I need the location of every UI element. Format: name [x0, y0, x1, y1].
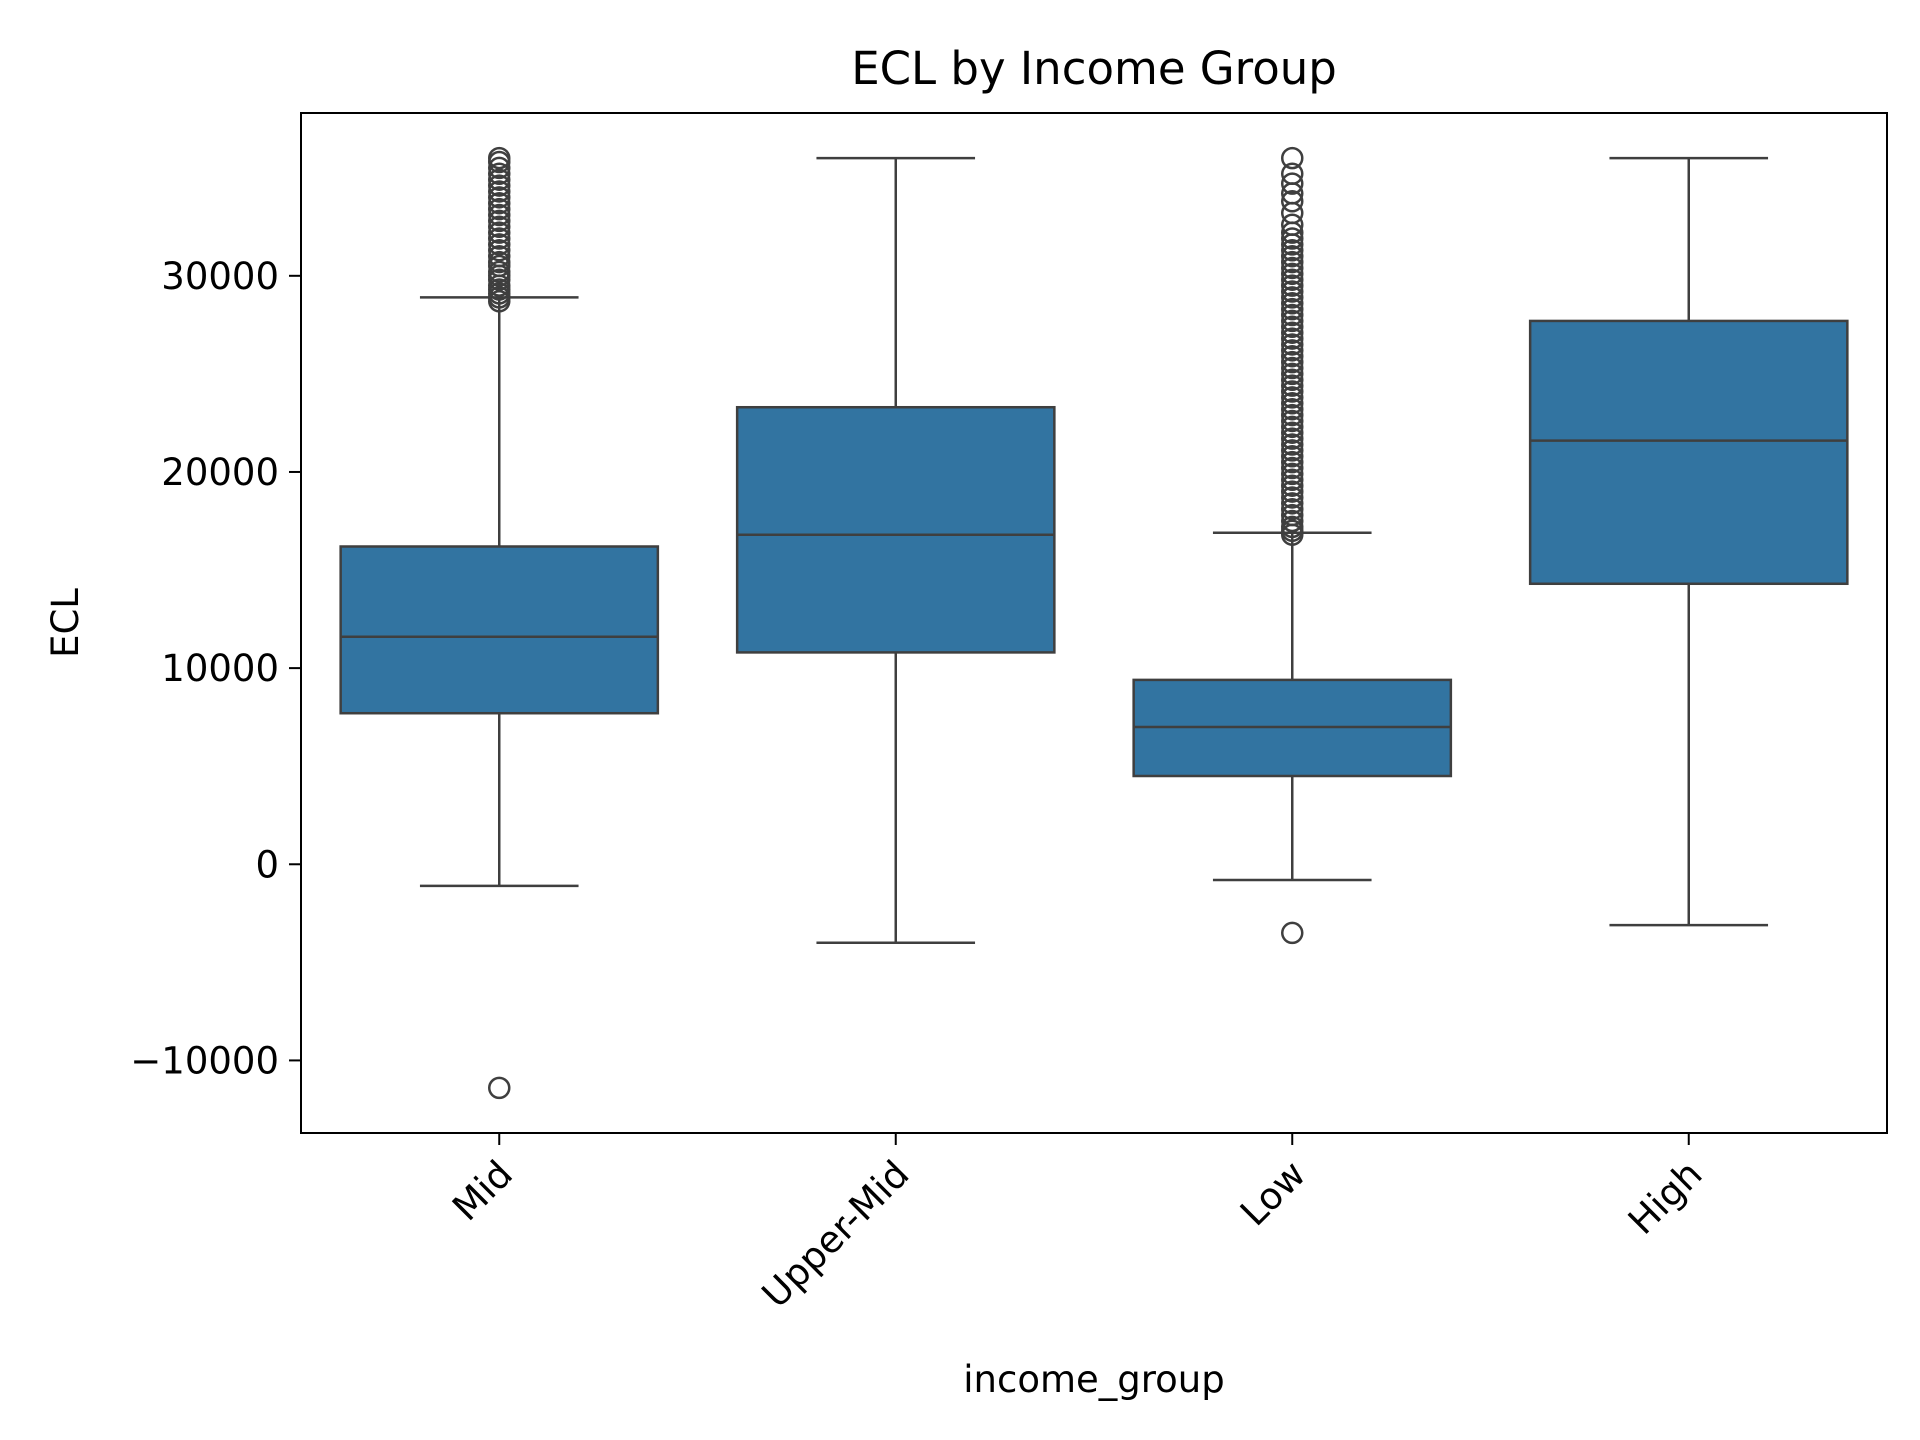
y-tick-label: 20000 [161, 451, 279, 494]
outlier-point [488, 180, 511, 203]
outlier-point [1281, 268, 1304, 291]
outlier-point [1281, 339, 1304, 362]
outlier-point [488, 227, 511, 250]
outlier-point [1281, 309, 1304, 333]
outlier-point [1281, 344, 1304, 368]
outlier-point [488, 186, 511, 209]
outlier-point [1281, 356, 1304, 380]
outlier-point [1281, 274, 1304, 297]
outlier-point [1281, 368, 1304, 392]
outlier-point [1281, 244, 1304, 268]
iqr-box [735, 405, 1056, 654]
outlier-point [1281, 433, 1304, 456]
y-axis: −10000 0 10000 20000 30000 [130, 255, 301, 1082]
outlier-point [1281, 462, 1304, 486]
y-tick-label: 0 [255, 843, 279, 886]
outlier-point [1281, 146, 1304, 170]
chart-title: ECL by Income Group [851, 42, 1337, 95]
outlier-point [1281, 474, 1304, 497]
plot-frame [300, 112, 1888, 1134]
outlier-point [1281, 333, 1304, 356]
outlier-point [1281, 380, 1304, 403]
outlier-point [1281, 427, 1304, 450]
outlier-point [488, 239, 511, 262]
outlier-point [1281, 415, 1304, 439]
outlier-point [488, 250, 511, 274]
box-group-high [1528, 156, 1849, 927]
outlier-point [1281, 439, 1304, 462]
outlier-point [1281, 303, 1304, 327]
outlier-point [1281, 250, 1304, 274]
outlier-point [1281, 280, 1304, 303]
outlier-point [1281, 190, 1304, 213]
x-axis-label: income_group [963, 1358, 1224, 1401]
outlier-point [1281, 315, 1304, 339]
iqr-box [1528, 319, 1849, 586]
outlier-point [1281, 292, 1304, 315]
outlier-point [1281, 450, 1304, 474]
outlier-point [1281, 492, 1304, 515]
outlier-point [488, 233, 511, 256]
outlier-point [488, 209, 511, 233]
outlier-point [488, 215, 511, 239]
outlier-point [488, 221, 511, 244]
outlier-point [1281, 162, 1304, 186]
outlier-point [488, 168, 511, 191]
box-group-mid [339, 146, 660, 1100]
outlier-point [488, 174, 511, 197]
outlier-point [1281, 239, 1304, 262]
outlier-point [488, 162, 511, 186]
outlier-point [1281, 227, 1304, 250]
outlier-point [1281, 172, 1304, 195]
outlier-point [1281, 213, 1304, 237]
outlier-point [1281, 486, 1304, 509]
plot-area [339, 146, 1849, 1100]
y-tick-label: 10000 [161, 647, 279, 690]
outlier-point [488, 203, 511, 227]
box-group-upper-mid [735, 156, 1056, 944]
y-tick-label: −10000 [130, 1039, 279, 1082]
outlier-point [1281, 374, 1304, 397]
iqr-box [339, 545, 660, 715]
outlier-point [1281, 256, 1304, 280]
outlier-point [1281, 403, 1304, 427]
outlier-point [1281, 350, 1304, 374]
outlier-point [1281, 262, 1304, 286]
outlier-point [1281, 362, 1304, 386]
outlier-point [488, 260, 511, 284]
outlier-point [1281, 921, 1304, 945]
outlier-point [1281, 468, 1304, 492]
box-group-low [1132, 146, 1453, 945]
outlier-point [1281, 386, 1304, 409]
y-axis-label: ECL [44, 588, 87, 658]
outlier-point [488, 1076, 511, 1100]
outlier-point [1281, 409, 1304, 433]
outlier-point [488, 191, 511, 215]
outlier-point [1281, 392, 1304, 415]
outlier-point [488, 146, 511, 170]
outlier-point [1281, 497, 1304, 521]
outlier-point [1281, 503, 1304, 527]
outlier-point [1281, 321, 1304, 344]
outlier-point [1281, 286, 1304, 309]
outlier-point [1281, 445, 1304, 468]
outlier-point [1281, 327, 1304, 350]
outlier-point [1281, 456, 1304, 480]
outlier-point [488, 244, 511, 268]
outlier-point [1281, 397, 1304, 421]
outlier-point [1281, 297, 1304, 321]
outlier-point [1281, 480, 1304, 503]
outlier-point [1281, 509, 1304, 533]
outlier-point [488, 197, 511, 221]
outlier-point [488, 156, 511, 180]
outlier-point [1281, 421, 1304, 444]
y-tick-label: 30000 [161, 255, 279, 298]
outlier-point [1281, 515, 1304, 539]
